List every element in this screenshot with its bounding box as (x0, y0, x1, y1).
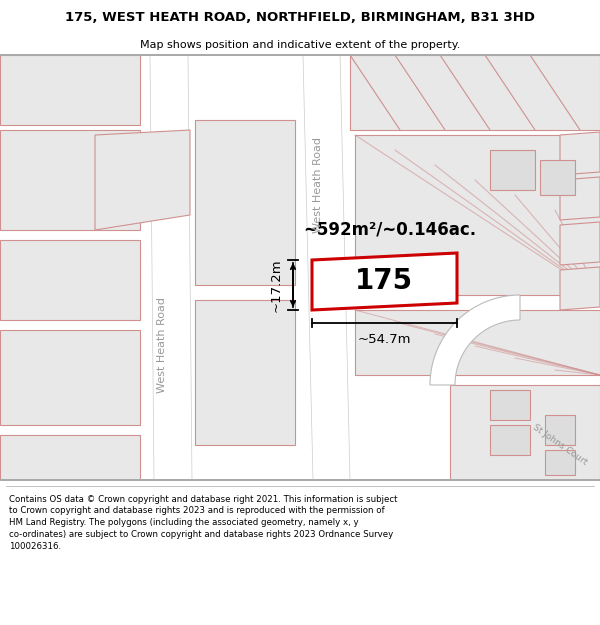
Polygon shape (490, 425, 530, 455)
Polygon shape (195, 120, 295, 285)
Polygon shape (560, 267, 600, 310)
Polygon shape (545, 450, 575, 475)
Text: 175: 175 (355, 267, 413, 295)
Polygon shape (150, 55, 192, 480)
Polygon shape (0, 240, 140, 320)
Polygon shape (0, 330, 140, 425)
Polygon shape (0, 130, 140, 230)
Text: Contains OS data © Crown copyright and database right 2021. This information is : Contains OS data © Crown copyright and d… (9, 494, 398, 551)
Text: ~17.2m: ~17.2m (270, 258, 283, 312)
Polygon shape (0, 435, 140, 480)
Polygon shape (195, 300, 295, 445)
Polygon shape (490, 150, 535, 190)
Polygon shape (450, 385, 600, 480)
Polygon shape (490, 390, 530, 420)
Polygon shape (350, 55, 600, 130)
Polygon shape (430, 295, 520, 385)
Text: Map shows position and indicative extent of the property.: Map shows position and indicative extent… (140, 39, 460, 49)
Polygon shape (560, 222, 600, 265)
Text: West Heath Road: West Heath Road (157, 297, 167, 393)
Polygon shape (0, 55, 140, 125)
Polygon shape (545, 415, 575, 445)
Text: ~592m²/~0.146ac.: ~592m²/~0.146ac. (304, 221, 476, 239)
Text: West Heath Road: West Heath Road (313, 137, 323, 233)
Polygon shape (560, 132, 600, 175)
Polygon shape (355, 135, 600, 295)
Polygon shape (540, 160, 575, 195)
Polygon shape (303, 55, 350, 480)
Polygon shape (560, 177, 600, 220)
Polygon shape (355, 310, 600, 375)
Text: 175, WEST HEATH ROAD, NORTHFIELD, BIRMINGHAM, B31 3HD: 175, WEST HEATH ROAD, NORTHFIELD, BIRMIN… (65, 11, 535, 24)
Polygon shape (95, 130, 190, 230)
Text: ~54.7m: ~54.7m (358, 333, 411, 346)
Polygon shape (312, 253, 457, 310)
Text: St Johns Court: St Johns Court (531, 423, 589, 467)
